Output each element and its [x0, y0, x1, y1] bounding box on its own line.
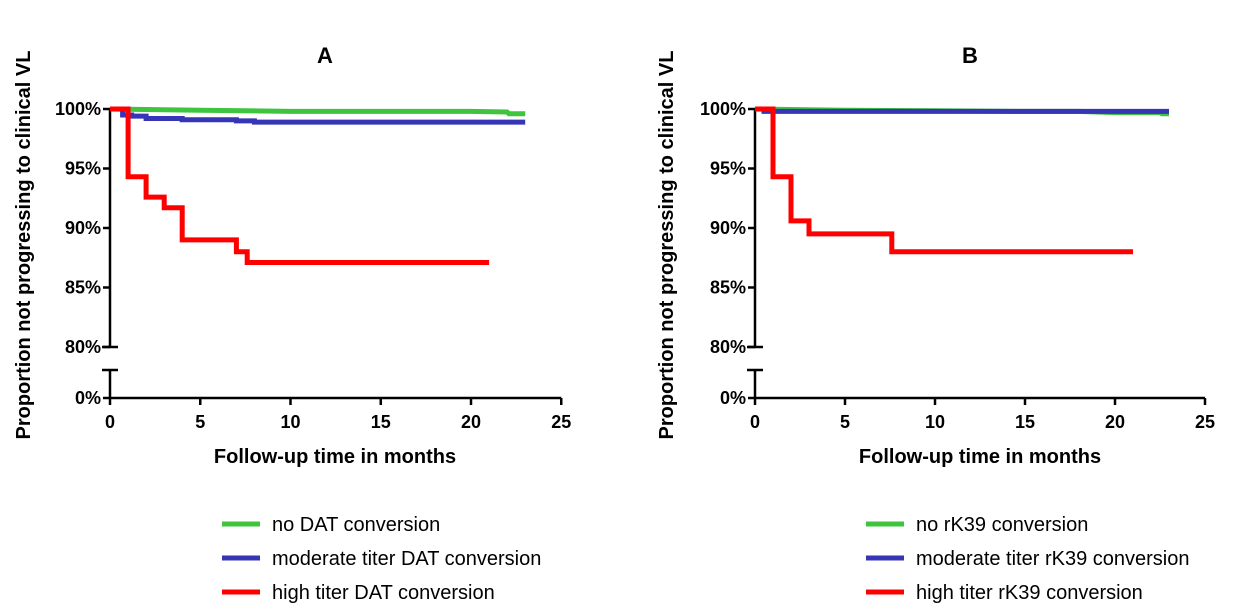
- y-tick-label: 95%: [65, 159, 101, 179]
- x-tick-label: 25: [551, 412, 571, 432]
- series-line-1: [110, 106, 526, 125]
- x-axis-title: Follow-up time in months: [859, 446, 1101, 468]
- y-tick-label: 95%: [710, 159, 746, 179]
- x-tick-label: 25: [1195, 412, 1215, 432]
- chart-title: B: [962, 43, 978, 68]
- y-tick-label: 90%: [710, 218, 746, 238]
- x-tick-label: 15: [371, 412, 391, 432]
- x-tick-label: 0: [750, 412, 760, 432]
- series-line-2: [755, 106, 1133, 255]
- x-tick-label: 10: [280, 412, 300, 432]
- y-tick-label: 80%: [65, 337, 101, 357]
- legend-label: no DAT conversion: [272, 514, 440, 536]
- y-axis-title: Proportion not progressing to clinical V…: [656, 51, 678, 440]
- series-line-2: [110, 106, 490, 265]
- x-tick-label: 10: [925, 412, 945, 432]
- legend-label: high titer DAT conversion: [272, 582, 495, 604]
- legend-label: moderate titer DAT conversion: [272, 548, 541, 570]
- legend-label: high titer rK39 conversion: [916, 582, 1143, 604]
- x-tick-label: 20: [1105, 412, 1125, 432]
- chart-title: A: [317, 43, 333, 68]
- x-axis-title: Follow-up time in months: [214, 446, 456, 468]
- y-tick-label: 80%: [710, 337, 746, 357]
- legend-label: no rK39 conversion: [916, 514, 1088, 536]
- y-tick-label: 85%: [710, 278, 746, 298]
- chart-panel-a: A 0% 80% 85% 90% 95% 100% 0 5 10 15 20 25 Follow-up t…: [13, 43, 571, 604]
- x-tick-label: 5: [840, 412, 850, 432]
- legend: no DAT conversion moderate titer DAT conv…: [222, 514, 541, 604]
- series-line-0: [109, 106, 526, 117]
- chart-panel-b: B 0% 80% 85% 90% 95% 100% 0 5 10 15 20 25 Follow-up t…: [656, 43, 1215, 604]
- legend-label: moderate titer rK39 conversion: [916, 548, 1189, 570]
- x-tick-label: 20: [461, 412, 481, 432]
- x-tick-label: 0: [105, 412, 115, 432]
- y-tick-label: 100%: [700, 99, 746, 119]
- y-tick-label: 100%: [55, 99, 101, 119]
- y-tick-label: 0%: [75, 388, 101, 408]
- y-axis-title: Proportion not progressing to clinical V…: [13, 51, 35, 440]
- legend: no rK39 conversion moderate titer rK39 co…: [866, 514, 1189, 604]
- y-tick-label: 85%: [65, 278, 101, 298]
- x-tick-label: 15: [1015, 412, 1035, 432]
- y-tick-label: 90%: [65, 218, 101, 238]
- series-line-1: [755, 106, 1169, 114]
- y-tick-label: 0%: [720, 388, 746, 408]
- x-tick-label: 5: [195, 412, 205, 432]
